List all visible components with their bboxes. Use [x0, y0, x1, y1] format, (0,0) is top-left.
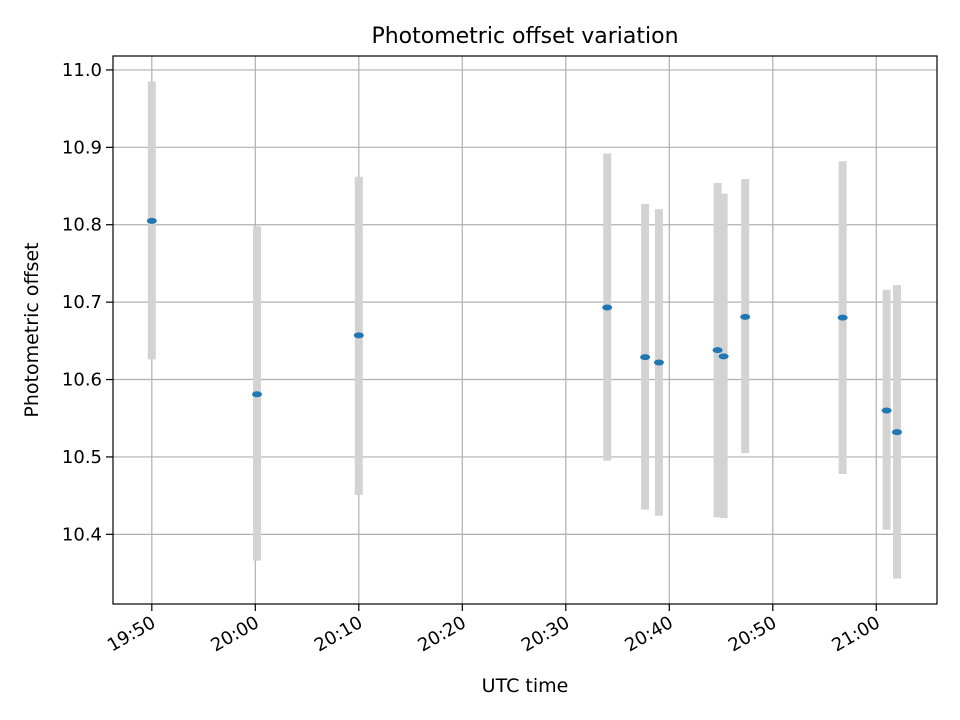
data-markers [146, 217, 902, 436]
y-tick-label: 10.8 [62, 215, 102, 236]
y-tick-label: 10.5 [62, 447, 102, 468]
data-point [712, 347, 723, 354]
data-point [881, 407, 892, 414]
y-tick-label: 11.0 [62, 60, 102, 81]
data-point [891, 429, 902, 436]
data-point [640, 354, 651, 361]
data-point [718, 353, 729, 360]
y-tick-label: 10.4 [62, 524, 102, 545]
y-axis-ticks: 10.4 10.5 10.6 10.7 10.8 10.9 11.0 [62, 60, 113, 545]
plot-frame [112, 55, 938, 605]
y-tick-label: 10.6 [62, 370, 102, 391]
data-point [740, 313, 751, 320]
data-point [837, 314, 848, 321]
data-point [146, 217, 157, 224]
data-point [252, 391, 263, 398]
x-axis-label: UTC time [482, 675, 569, 697]
chart-title: Photometric offset variation [371, 24, 678, 49]
data-point [602, 304, 613, 311]
data-point [653, 359, 664, 366]
y-tick-label: 10.7 [62, 292, 102, 313]
y-tick-label: 10.9 [62, 137, 102, 158]
plot-area [113, 56, 937, 604]
data-point [353, 332, 364, 339]
y-axis-label: Photometric offset [21, 242, 43, 417]
grid [113, 56, 937, 604]
